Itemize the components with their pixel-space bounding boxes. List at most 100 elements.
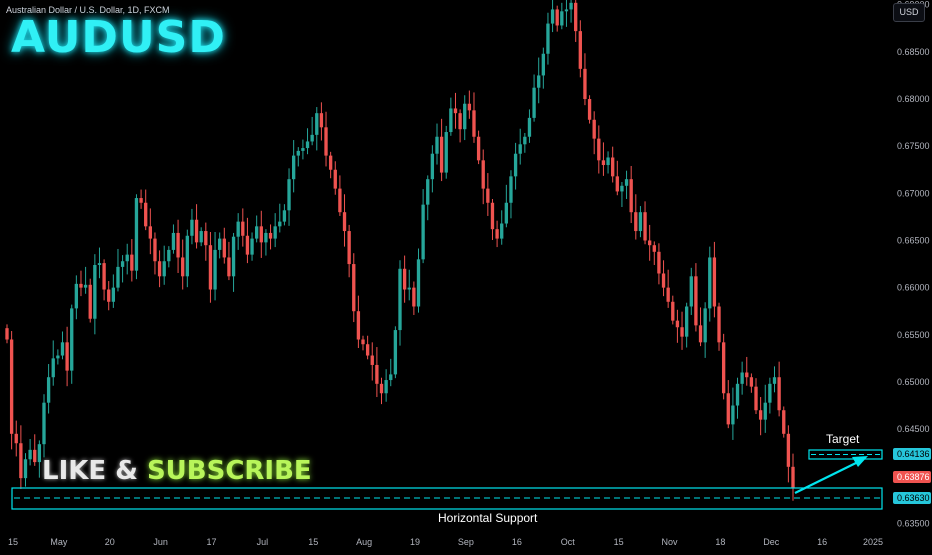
time-axis[interactable]: 15 May 20 Jun 17 Jul 15 Aug 19 Sep 16 Oct 15 Nov 18 Dec… bbox=[8, 537, 883, 547]
candle-body[interactable] bbox=[532, 87, 536, 118]
candle-body[interactable] bbox=[666, 287, 670, 302]
candle-body[interactable] bbox=[241, 221, 245, 236]
candle-body[interactable] bbox=[601, 160, 606, 166]
candle-body[interactable] bbox=[157, 261, 162, 277]
candle-body[interactable] bbox=[754, 386, 758, 411]
candle-body[interactable] bbox=[689, 276, 693, 307]
candle-body[interactable] bbox=[97, 263, 102, 265]
candle-body[interactable] bbox=[402, 268, 407, 290]
candle-body[interactable] bbox=[255, 226, 259, 239]
target-zone-box[interactable] bbox=[808, 449, 883, 460]
candle-body[interactable] bbox=[74, 283, 79, 309]
candle-body[interactable] bbox=[88, 284, 92, 319]
candle-body[interactable] bbox=[208, 245, 213, 290]
candle-body[interactable] bbox=[42, 402, 46, 445]
candle-body[interactable] bbox=[717, 306, 721, 343]
candle-body[interactable] bbox=[324, 127, 328, 156]
candle-body[interactable] bbox=[227, 257, 231, 277]
candle-body[interactable] bbox=[70, 308, 74, 371]
candle-body[interactable] bbox=[259, 226, 263, 243]
candle-body[interactable] bbox=[500, 223, 504, 239]
candle-body[interactable] bbox=[102, 263, 106, 290]
candle-body[interactable] bbox=[435, 136, 439, 154]
candle-body[interactable] bbox=[680, 327, 684, 337]
candle-body[interactable] bbox=[458, 113, 462, 130]
candle-body[interactable] bbox=[481, 160, 485, 189]
candle-body[interactable] bbox=[5, 328, 9, 340]
candle-body[interactable] bbox=[296, 150, 300, 156]
candle-body[interactable] bbox=[541, 53, 545, 76]
candle-body[interactable] bbox=[772, 377, 777, 384]
candle-body[interactable] bbox=[352, 264, 356, 312]
candle-body[interactable] bbox=[564, 9, 569, 12]
candle-body[interactable] bbox=[513, 153, 518, 177]
candle-body[interactable] bbox=[370, 355, 374, 365]
candle-body[interactable] bbox=[37, 444, 42, 463]
candle-body[interactable] bbox=[389, 374, 393, 381]
candle-body[interactable] bbox=[9, 339, 14, 434]
candle-body[interactable] bbox=[28, 449, 32, 460]
currency-badge[interactable]: USD bbox=[893, 3, 925, 22]
candle-body[interactable] bbox=[315, 113, 319, 135]
candle-body[interactable] bbox=[116, 266, 120, 288]
candle-body[interactable] bbox=[144, 202, 148, 227]
candle-body[interactable] bbox=[222, 238, 226, 258]
candle-body[interactable] bbox=[14, 433, 18, 444]
candle-body[interactable] bbox=[79, 283, 83, 288]
candle-body[interactable] bbox=[264, 232, 268, 243]
candle-body[interactable] bbox=[365, 344, 370, 356]
candle-body[interactable] bbox=[125, 254, 129, 262]
candle-body[interactable] bbox=[356, 311, 361, 340]
candle-body[interactable] bbox=[338, 188, 342, 213]
candle-body[interactable] bbox=[578, 31, 582, 69]
candle-body[interactable] bbox=[273, 226, 277, 239]
candle-body[interactable] bbox=[444, 132, 448, 173]
candle-body[interactable] bbox=[467, 103, 472, 111]
candle-body[interactable] bbox=[634, 212, 638, 232]
candle-body[interactable] bbox=[291, 155, 296, 180]
candle-body[interactable] bbox=[46, 377, 51, 403]
candle-body[interactable] bbox=[130, 254, 134, 271]
candle-body[interactable] bbox=[606, 157, 610, 166]
candle-body[interactable] bbox=[111, 287, 116, 302]
candle-body[interactable] bbox=[51, 358, 55, 378]
candle-body[interactable] bbox=[23, 459, 28, 479]
candle-body[interactable] bbox=[213, 249, 217, 290]
candle-body[interactable] bbox=[615, 176, 619, 192]
candle-body[interactable] bbox=[592, 119, 596, 139]
candle-body[interactable] bbox=[416, 259, 421, 307]
candle-body[interactable] bbox=[694, 276, 698, 326]
candle-body[interactable] bbox=[721, 342, 726, 394]
candle-body[interactable] bbox=[421, 204, 425, 260]
candle-body[interactable] bbox=[749, 377, 754, 387]
candle-body[interactable] bbox=[550, 9, 555, 24]
candle-body[interactable] bbox=[495, 229, 499, 239]
candle-body[interactable] bbox=[546, 23, 550, 54]
candle-body[interactable] bbox=[740, 372, 744, 384]
candle-body[interactable] bbox=[652, 245, 656, 252]
candle-body[interactable] bbox=[569, 2, 573, 10]
candle-body[interactable] bbox=[620, 185, 624, 192]
support-zone-box[interactable] bbox=[11, 487, 883, 510]
candle-body[interactable] bbox=[181, 257, 185, 277]
candle-body[interactable] bbox=[19, 443, 23, 479]
candle-body[interactable] bbox=[153, 238, 157, 262]
candle-body[interactable] bbox=[162, 261, 166, 277]
candle-body[interactable] bbox=[361, 339, 365, 345]
candle-body[interactable] bbox=[167, 249, 171, 262]
candle-body[interactable] bbox=[449, 108, 453, 133]
candle-body[interactable] bbox=[375, 364, 379, 384]
candle-body[interactable] bbox=[236, 221, 240, 237]
candle-body[interactable] bbox=[426, 179, 430, 205]
candle-body[interactable] bbox=[328, 155, 333, 170]
candle-body[interactable] bbox=[342, 212, 347, 232]
candle-body[interactable] bbox=[148, 226, 152, 239]
candle-body[interactable] bbox=[643, 212, 647, 241]
candle-body[interactable] bbox=[398, 268, 402, 331]
candle-body[interactable] bbox=[486, 188, 490, 203]
candle-body[interactable] bbox=[278, 221, 282, 227]
candle-body[interactable] bbox=[407, 287, 411, 290]
candle-body[interactable] bbox=[587, 99, 592, 120]
candle-body[interactable] bbox=[671, 301, 675, 321]
